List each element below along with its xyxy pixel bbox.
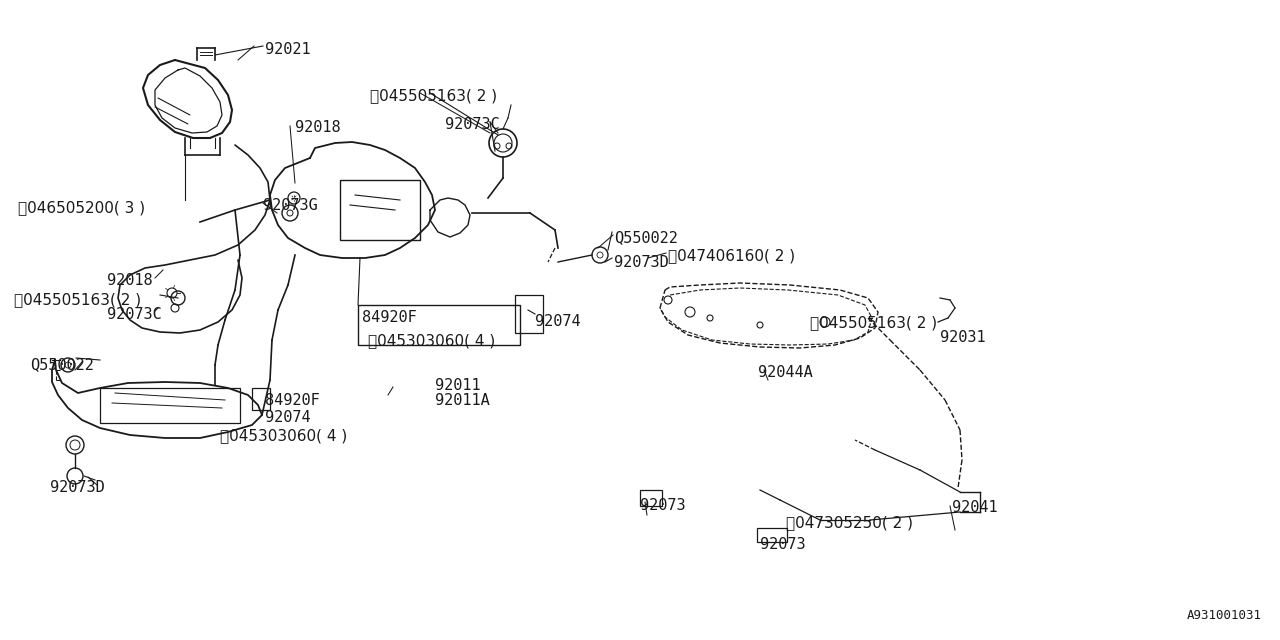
Text: A931001031: A931001031 [1187, 609, 1262, 622]
Text: 92044A: 92044A [758, 365, 813, 380]
Text: 92018: 92018 [108, 273, 152, 288]
Text: 92073: 92073 [760, 537, 805, 552]
Text: 92074: 92074 [535, 314, 581, 329]
Text: Ⓢ046505200( 3 ): Ⓢ046505200( 3 ) [18, 200, 145, 215]
Text: Ⓢ047305250( 2 ): Ⓢ047305250( 2 ) [786, 515, 913, 530]
Text: Q550022: Q550022 [614, 230, 678, 245]
Text: Ⓢ045303060( 4 ): Ⓢ045303060( 4 ) [369, 333, 495, 348]
Text: 92031: 92031 [940, 330, 986, 345]
Bar [756, 528, 787, 542]
Text: 92011: 92011 [435, 378, 480, 393]
Text: 92073: 92073 [640, 498, 686, 513]
Text: Ⓢ047406160( 2 ): Ⓢ047406160( 2 ) [668, 248, 795, 263]
Bar [640, 490, 662, 506]
Text: Q550022: Q550022 [29, 357, 93, 372]
Text: 92073C: 92073C [445, 117, 499, 132]
Text: 92073D: 92073D [614, 255, 668, 270]
Text: 92074: 92074 [265, 410, 311, 425]
Text: 92073C: 92073C [108, 307, 161, 322]
Text: Ⓢ045505163( 2 ): Ⓢ045505163( 2 ) [370, 88, 497, 103]
Text: 92018: 92018 [294, 120, 340, 135]
Bar [340, 180, 420, 240]
Text: 92041: 92041 [952, 500, 997, 515]
Text: Ⓢ045505163( 2 ): Ⓢ045505163( 2 ) [810, 315, 937, 330]
Text: 92073G: 92073G [262, 198, 317, 213]
Text: 92073D: 92073D [50, 480, 105, 495]
Bar [358, 305, 520, 345]
Text: 92021: 92021 [265, 42, 311, 57]
Bar [515, 295, 543, 333]
Bar [252, 388, 270, 410]
Text: 92011A: 92011A [435, 393, 490, 408]
Bar [100, 388, 241, 423]
Text: 84920F: 84920F [265, 393, 320, 408]
Text: Ⓢ045505163( 2 ): Ⓢ045505163( 2 ) [14, 292, 141, 307]
Text: 84920F: 84920F [362, 310, 417, 325]
Text: Ⓢ045303060( 4 ): Ⓢ045303060( 4 ) [220, 428, 347, 443]
